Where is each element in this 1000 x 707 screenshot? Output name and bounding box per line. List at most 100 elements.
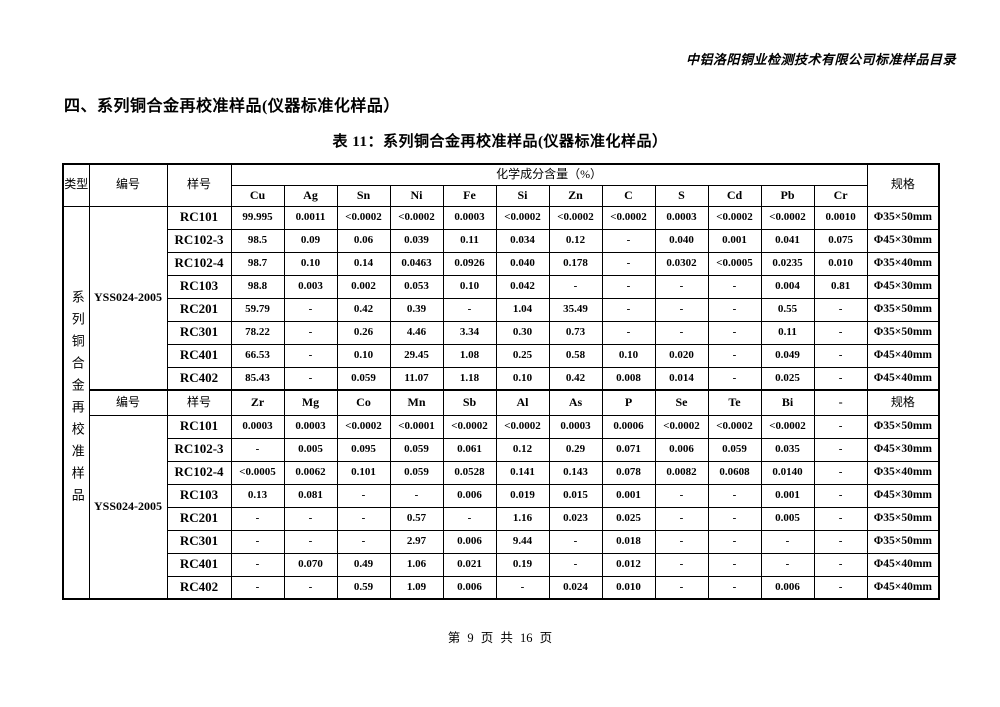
value-cell: - — [813, 320, 868, 345]
value-cell: 0.003 — [283, 274, 338, 299]
value-cell: 0.025 — [760, 366, 815, 391]
value-cell: 0.035 — [760, 437, 815, 462]
element-header-Te: Te — [707, 389, 762, 416]
value-cell: <0.0002 — [336, 205, 391, 230]
value-cell: 0.001 — [760, 483, 815, 508]
value-cell: 0.006 — [442, 529, 497, 554]
value-cell: <0.0002 — [654, 414, 709, 439]
value-cell: 0.001 — [601, 483, 656, 508]
value-cell: - — [654, 297, 709, 322]
sample-id-cell: RC101 — [166, 414, 232, 439]
spec-cell: Φ45×30mm — [866, 437, 940, 462]
value-cell: - — [601, 274, 656, 299]
value-cell: 0.001 — [707, 228, 762, 253]
value-cell: 0.11 — [442, 228, 497, 253]
value-cell: 0.81 — [813, 274, 868, 299]
element-header-Sn: Sn — [336, 184, 391, 207]
value-cell: 0.021 — [442, 552, 497, 577]
value-cell: 0.070 — [283, 552, 338, 577]
element-header-Cr: Cr — [813, 184, 868, 207]
value-cell: 0.081 — [283, 483, 338, 508]
value-cell: - — [389, 483, 444, 508]
element-header-Si: Si — [495, 184, 550, 207]
value-cell: 0.14 — [336, 251, 391, 276]
spec-cell: Φ45×40mm — [866, 343, 940, 368]
table-row: RC301- - -2.97 0.006 9.44-0.018- - - - Φ35×50mm — [63, 529, 940, 554]
element-header-Zr: Zr — [230, 389, 285, 416]
value-cell: 0.42 — [548, 366, 603, 391]
value-cell: 1.04 — [495, 297, 550, 322]
value-cell: 0.014 — [654, 366, 709, 391]
value-cell: 0.11 — [760, 320, 815, 345]
value-cell: 0.059 — [389, 437, 444, 462]
batch-number-cell: YSS024-2005 — [88, 205, 168, 391]
value-cell: 35.49 — [548, 297, 603, 322]
value-cell: 99.995 — [230, 205, 285, 230]
value-cell: - — [813, 552, 868, 577]
sample-id-cell: RC103 — [166, 274, 232, 299]
value-cell: 0.040 — [495, 251, 550, 276]
element-header-Ag: Ag — [283, 184, 338, 207]
element-header-Mn: Mn — [389, 389, 444, 416]
value-cell: 0.178 — [548, 251, 603, 276]
value-cell: 0.19 — [495, 552, 550, 577]
value-cell: - — [707, 274, 762, 299]
element-header-Pb: Pb — [760, 184, 815, 207]
value-cell: <0.0002 — [495, 414, 550, 439]
value-cell: - — [230, 506, 285, 531]
value-cell: 29.45 — [389, 343, 444, 368]
value-cell: <0.0002 — [601, 205, 656, 230]
value-cell: - — [654, 575, 709, 600]
element-header-Mg: Mg — [283, 389, 338, 416]
value-cell: - — [601, 320, 656, 345]
value-cell: 0.59 — [336, 575, 391, 600]
value-cell: - — [707, 297, 762, 322]
value-cell: 0.006 — [442, 483, 497, 508]
table-row: YSS024-2005 RC101 0.0003 0.0003 <0.0002 <0.00… — [63, 414, 940, 600]
sample-id-cell: RC401 — [166, 552, 232, 577]
element-header--: - — [813, 389, 868, 416]
value-cell: 66.53 — [230, 343, 285, 368]
value-cell: 0.10 — [601, 343, 656, 368]
spec-cell: Φ45×40mm — [866, 366, 940, 391]
sample-id-cell: RC401 — [166, 343, 232, 368]
value-cell: - — [548, 552, 603, 577]
value-cell: - — [813, 297, 868, 322]
value-cell: - — [654, 274, 709, 299]
value-cell: - — [707, 552, 762, 577]
element-header-Bi: Bi — [760, 389, 815, 416]
element-header-Cd: Cd — [707, 184, 762, 207]
value-cell: - — [601, 297, 656, 322]
value-cell: 1.09 — [389, 575, 444, 600]
value-cell: 0.039 — [389, 228, 444, 253]
table-title: 表 11：系列铜合金再校准样品(仪器标准化样品） — [332, 134, 668, 150]
value-cell: - — [283, 506, 338, 531]
value-cell: 0.053 — [389, 274, 444, 299]
value-cell: - — [230, 575, 285, 600]
value-cell: 0.040 — [654, 228, 709, 253]
value-cell: 0.095 — [336, 437, 391, 462]
spec-cell: Φ35×50mm — [866, 414, 940, 439]
value-cell: 0.023 — [548, 506, 603, 531]
value-cell: 0.010 — [601, 575, 656, 600]
value-cell: 3.34 — [442, 320, 497, 345]
value-cell: - — [548, 274, 603, 299]
value-cell: <0.0002 — [707, 205, 762, 230]
value-cell: - — [707, 483, 762, 508]
value-cell: 0.008 — [601, 366, 656, 391]
table-row: RC401-0.070 0.49 1.06 0.021 0.19-0.012- - - - Φ4… — [63, 552, 940, 577]
value-cell: - — [230, 437, 285, 462]
value-cell: - — [601, 228, 656, 253]
spec-cell: Φ45×30mm — [866, 483, 940, 508]
section-heading: 四、系列铜合金再校准样品(仪器标准化样品） — [64, 98, 400, 115]
batch-number-cell: YSS024-2005 — [88, 414, 168, 600]
value-cell: 0.12 — [495, 437, 550, 462]
value-cell: 0.10 — [442, 274, 497, 299]
value-cell: 1.06 — [389, 552, 444, 577]
element-header-P: P — [601, 389, 656, 416]
value-cell: 0.034 — [495, 228, 550, 253]
value-cell: 0.0003 — [654, 205, 709, 230]
value-cell: - — [813, 506, 868, 531]
value-cell: - — [336, 506, 391, 531]
value-cell: 85.43 — [230, 366, 285, 391]
